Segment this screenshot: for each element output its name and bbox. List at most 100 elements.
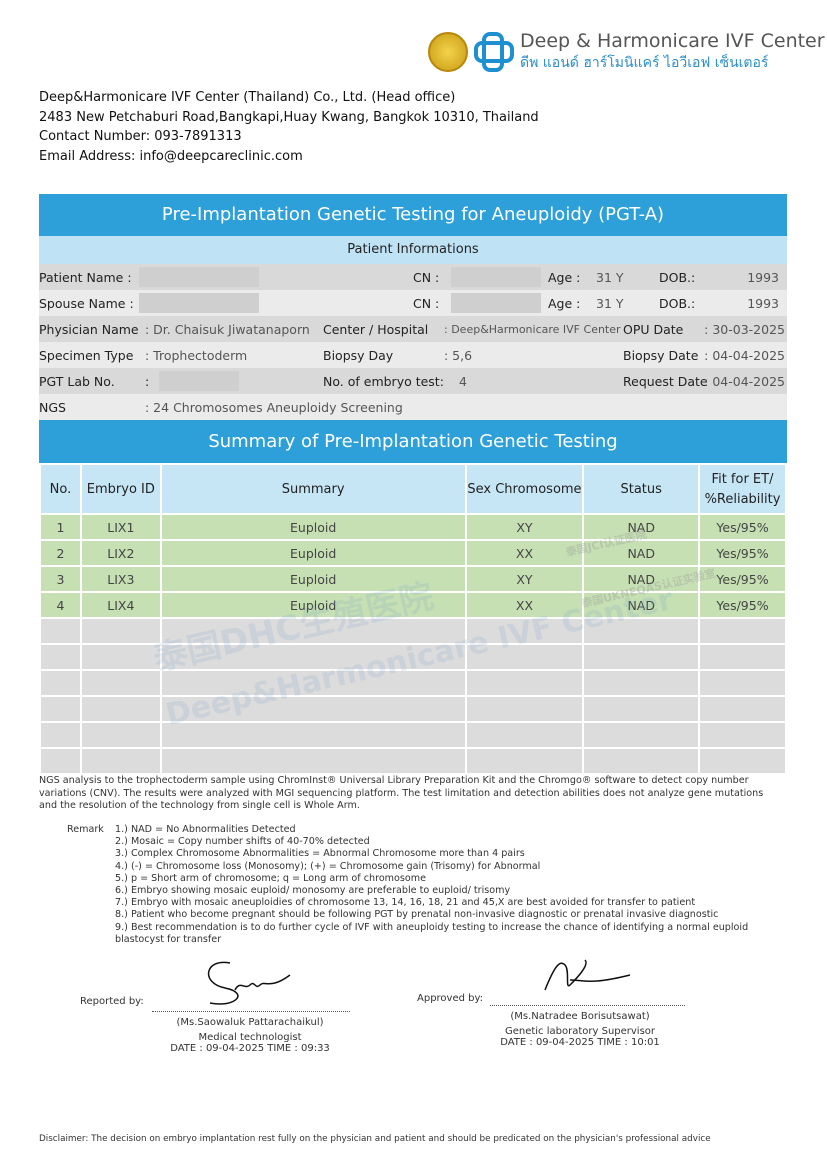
- remark-item: 2.) Mosaic = Copy number shifts of 40-70…: [115, 836, 370, 848]
- remark-item: 5.) p = Short arm of chromosome; q = Lon…: [115, 872, 427, 884]
- redacted-cn: [451, 293, 541, 313]
- col-sex: Sex Chromosome: [464, 463, 585, 515]
- col-no: No.: [39, 463, 82, 515]
- row-no: 4: [39, 591, 82, 619]
- spouse-dob: 1993: [747, 296, 779, 311]
- method-note: NGS analysis to the trophectoderm sample…: [39, 775, 764, 811]
- fit-reliability: Yes/95%: [698, 565, 787, 593]
- address-line: 2483 New Petchaburi Road,Bangkapi,Huay K…: [39, 109, 539, 125]
- redacted-lab-no: [159, 371, 239, 391]
- ngs-test: : 24 Chromosomes Aneuploidy Screening: [145, 400, 403, 415]
- sex-chromosome: XX: [464, 591, 585, 619]
- approver-signature: [544, 959, 631, 991]
- redacted-name: [139, 293, 259, 313]
- spouse-age: 31 Y: [596, 296, 624, 311]
- label: DOB.:: [659, 270, 696, 285]
- approver-date: DATE : 09-04-2025 TIME : 10:01: [500, 1037, 660, 1048]
- colon: :: [145, 374, 150, 389]
- approver-name: (Ms.Natradee Borisutsawat): [510, 1011, 650, 1022]
- summary: Euploid: [159, 513, 467, 541]
- embryo-id: LIX4: [79, 591, 162, 619]
- embryo-id: LIX3: [79, 565, 162, 593]
- label: OPU Date: [623, 322, 684, 337]
- contact-number: Contact Number: 093-7891313: [39, 129, 242, 144]
- label: Biopsy Day: [323, 348, 394, 363]
- disclaimer: Disclaimer: The decision on embryo impla…: [39, 1134, 711, 1144]
- approver-role: Genetic laboratory Supervisor: [504, 1026, 656, 1037]
- clinic-cross-icon: [474, 32, 514, 72]
- brand-name: Deep & Harmonicare IVF Center: [520, 30, 825, 52]
- accreditation-seal-icon: [428, 32, 468, 72]
- col-status: Status: [582, 463, 701, 515]
- reporter-role: Medical technologist: [198, 1032, 302, 1043]
- redacted-cn: [451, 267, 541, 287]
- remark-item: 9.) Best recommendation is to do further…: [115, 921, 749, 945]
- biopsy-date: : 04-04-2025: [704, 348, 785, 363]
- reporter-date: DATE : 09-04-2025 TIME : 09:33: [170, 1043, 330, 1054]
- label: Request Date: [623, 374, 708, 389]
- embryo-count: 4: [459, 374, 467, 389]
- col-summary: Summary: [159, 463, 467, 515]
- remark-label: Remark: [67, 824, 104, 835]
- summary-heading: Summary of Pre-Implantation Genetic Test…: [39, 420, 787, 463]
- remark-item: 7.) Embryo with mosaic aneuploidies of c…: [115, 897, 696, 909]
- empty-row: [39, 747, 787, 775]
- empty-row: [39, 695, 787, 723]
- approved-by-label: Approved by:: [417, 993, 484, 1004]
- label: Age :: [548, 270, 581, 285]
- fit-reliability: Yes/95%: [698, 539, 787, 567]
- table-row: 3 LIX3 Euploid XY NAD Yes/95%: [39, 565, 787, 593]
- request-date: : 04-04-2025: [704, 374, 785, 389]
- email-address: Email Address: info@deepcareclinic.com: [39, 148, 303, 164]
- address-line: Deep&Harmonicare IVF Center (Thailand) C…: [39, 90, 456, 105]
- remark-item: 4.) (-) = Chromosome loss (Monosomy); (+…: [115, 860, 541, 872]
- sex-chromosome: XX: [464, 539, 585, 567]
- center-name: : Deep&Harmonicare IVF Center: [444, 323, 621, 336]
- patient-dob: 1993: [747, 270, 779, 285]
- spouse-row: Spouse Name : CN : Age : 31 Y DOB.: 1993: [39, 290, 787, 316]
- specimen-type: : Trophectoderm: [145, 348, 248, 363]
- table-row: 1 LIX1 Euploid XY NAD Yes/95%: [39, 513, 787, 541]
- empty-row: [39, 643, 787, 671]
- col-fit: Fit for ET/%Reliability: [698, 463, 787, 515]
- status: NAD: [582, 539, 701, 567]
- remark-item: 3.) Complex Chromosome Abnormalities = A…: [115, 848, 525, 860]
- empty-row: [39, 617, 787, 645]
- sex-chromosome: XY: [464, 565, 585, 593]
- patient-info-heading: Patient Informations: [39, 236, 787, 264]
- biopsy-day: : 5,6: [444, 348, 473, 363]
- summary: Euploid: [159, 539, 467, 567]
- row-no: 2: [39, 539, 82, 567]
- status: NAD: [582, 565, 701, 593]
- table-row: 4 LIX4 Euploid XX NAD Yes/95%: [39, 591, 787, 619]
- patient-row: Patient Name : CN : Age : 31 Y DOB.: 199…: [39, 264, 787, 290]
- reporter-signature: [207, 961, 291, 1005]
- summary: Euploid: [159, 565, 467, 593]
- report-title: Pre-Implantation Genetic Testing for Ane…: [39, 194, 787, 236]
- label: PGT Lab No.: [39, 374, 115, 389]
- status: NAD: [582, 591, 701, 619]
- redacted-name: [139, 267, 259, 287]
- fit-reliability: Yes/95%: [698, 591, 787, 619]
- brand-name-thai: ดีพ แอนด์ ฮาร์โมนิแคร์ ไอวีเอฟ เซ็นเตอร์: [520, 55, 769, 71]
- specimen-row: Specimen Type : Trophectoderm Biopsy Day…: [39, 342, 787, 368]
- summary: Euploid: [159, 591, 467, 619]
- label: DOB.:: [659, 296, 696, 311]
- label: Age :: [548, 296, 581, 311]
- table-row: 2 LIX2 Euploid XX NAD Yes/95%: [39, 539, 787, 567]
- embryo-id: LIX2: [79, 539, 162, 567]
- results-table: No. Embryo ID Summary Sex Chromosome Sta…: [39, 463, 787, 775]
- reported-by-label: Reported by:: [80, 996, 144, 1007]
- label: Center / Hospital: [323, 322, 429, 337]
- lab-row: PGT Lab No. : No. of embryo test: 4 Requ…: [39, 368, 787, 394]
- opu-date: : 30-03-2025: [704, 322, 785, 337]
- label: Spouse Name :: [39, 296, 134, 311]
- label: Biopsy Date: [623, 348, 699, 363]
- label: NGS: [39, 400, 66, 415]
- label: Patient Name :: [39, 270, 132, 285]
- physician-name: : Dr. Chaisuk Jiwatanaporn: [145, 322, 310, 337]
- patient-age: 31 Y: [596, 270, 624, 285]
- label: CN :: [413, 296, 440, 311]
- embryo-id: LIX1: [79, 513, 162, 541]
- row-no: 1: [39, 513, 82, 541]
